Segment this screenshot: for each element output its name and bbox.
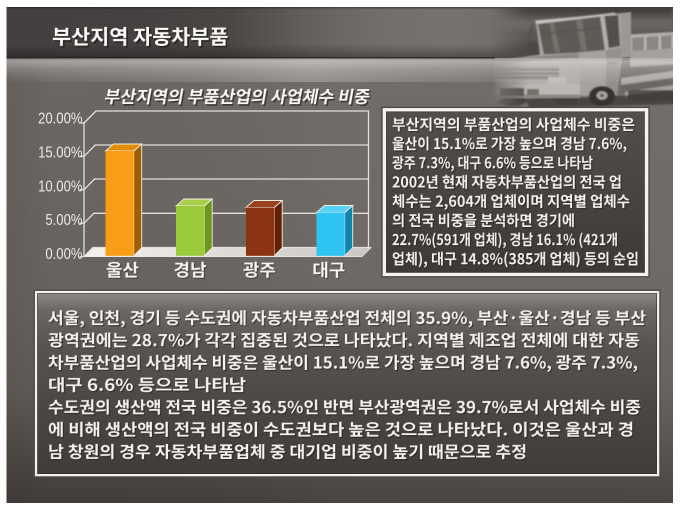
svg-text:0.00%: 0.00%	[45, 246, 82, 263]
svg-text:5.00%: 5.00%	[45, 212, 82, 229]
svg-text:15.00%: 15.00%	[38, 145, 83, 162]
svg-text:10.00%: 10.00%	[38, 178, 83, 195]
svg-text:20.00%: 20.00%	[38, 111, 83, 128]
